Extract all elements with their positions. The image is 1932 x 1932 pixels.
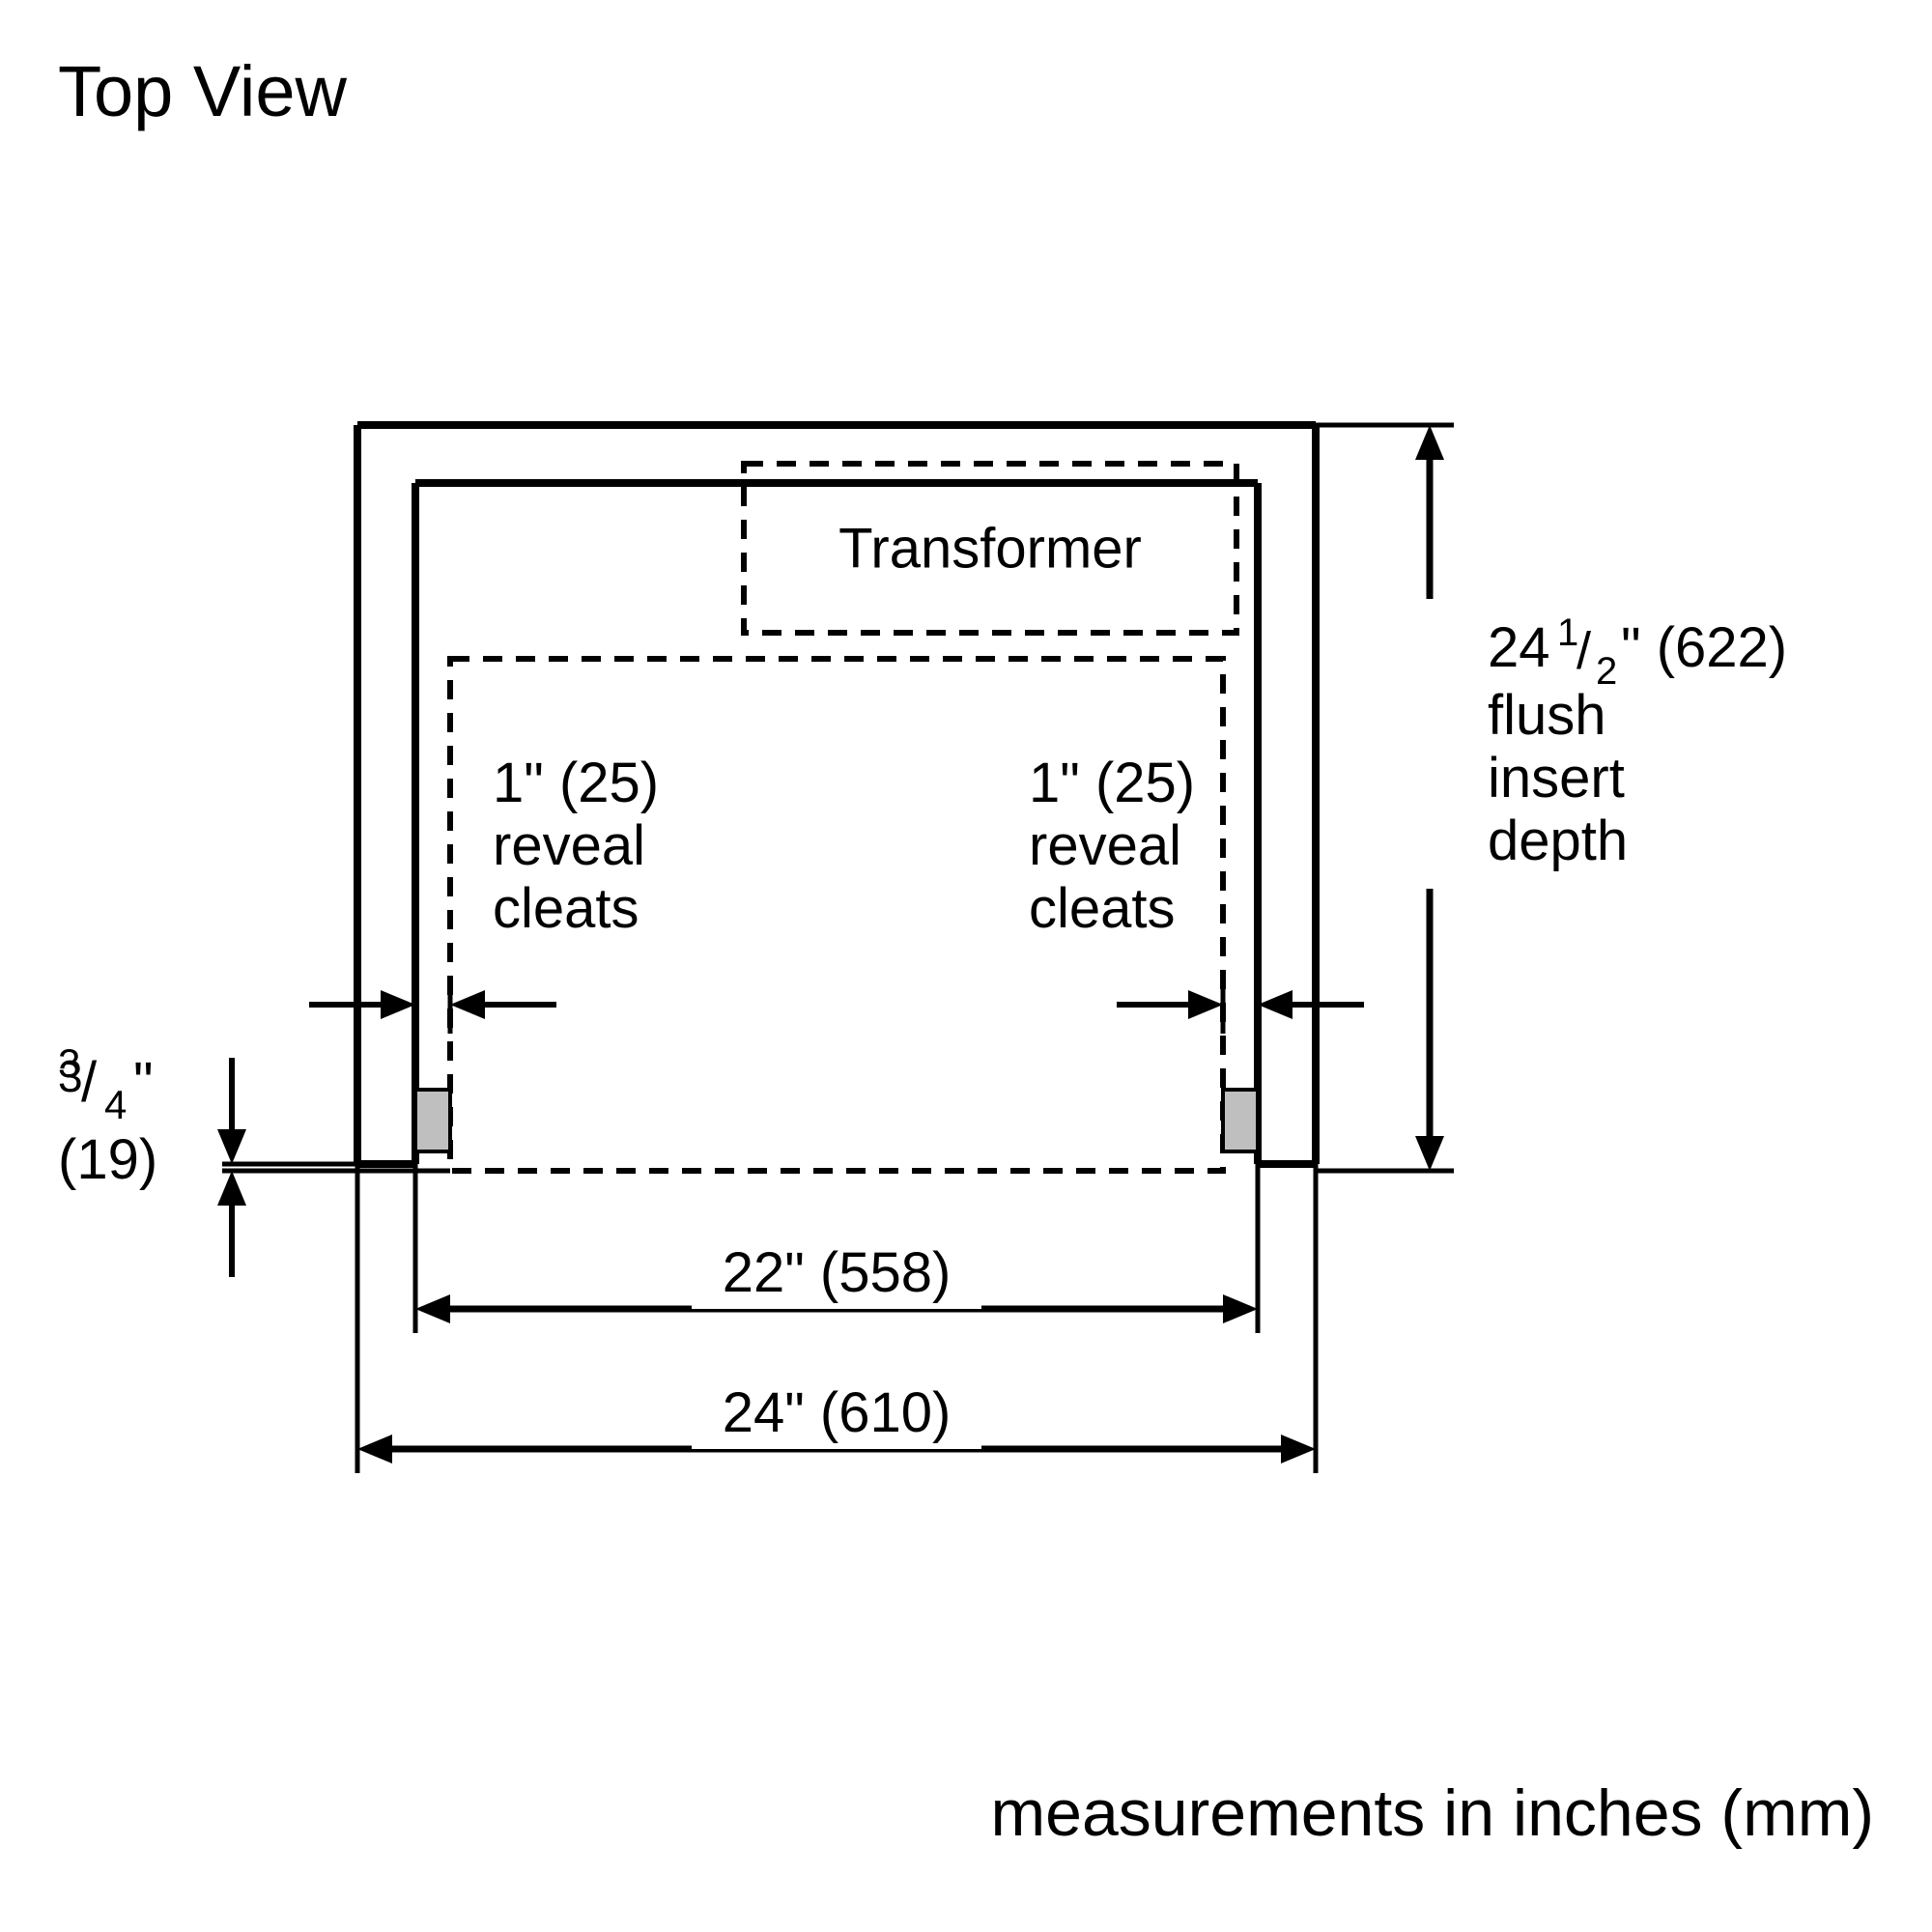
depth-flush: flush — [1488, 684, 1606, 747]
transformer-label: Transformer — [838, 518, 1142, 581]
footer-note: measurements in inches (mm) — [991, 1776, 1874, 1850]
svg-text:1: 1 — [1557, 611, 1578, 654]
outer-width-label: 24" (610) — [723, 1381, 952, 1444]
depth-depth: depth — [1488, 810, 1628, 872]
svg-text:" (622): " (622) — [1621, 616, 1787, 679]
depth-whole: 24 — [1488, 616, 1550, 679]
reveal-right-1: 1" (25) — [1029, 752, 1195, 814]
inner-width-label: 22" (558) — [723, 1241, 952, 1304]
svg-text:/: / — [81, 1051, 98, 1114]
svg-text:4: 4 — [104, 1082, 127, 1127]
svg-text:/: / — [1577, 622, 1591, 680]
reveal-left-2: reveal — [493, 814, 645, 877]
depth-insert: insert — [1488, 747, 1625, 810]
reveal-right-2: reveal — [1029, 814, 1181, 877]
svg-text:3: 3 — [58, 1040, 80, 1086]
reveal-right-3: cleats — [1029, 877, 1176, 940]
reveal-left-3: cleats — [493, 877, 639, 940]
svg-text:": " — [133, 1051, 154, 1114]
reveal-left-1: 1" (25) — [493, 752, 659, 814]
gap-mm: (19) — [58, 1128, 157, 1191]
diagram-title: Top View — [58, 51, 347, 131]
